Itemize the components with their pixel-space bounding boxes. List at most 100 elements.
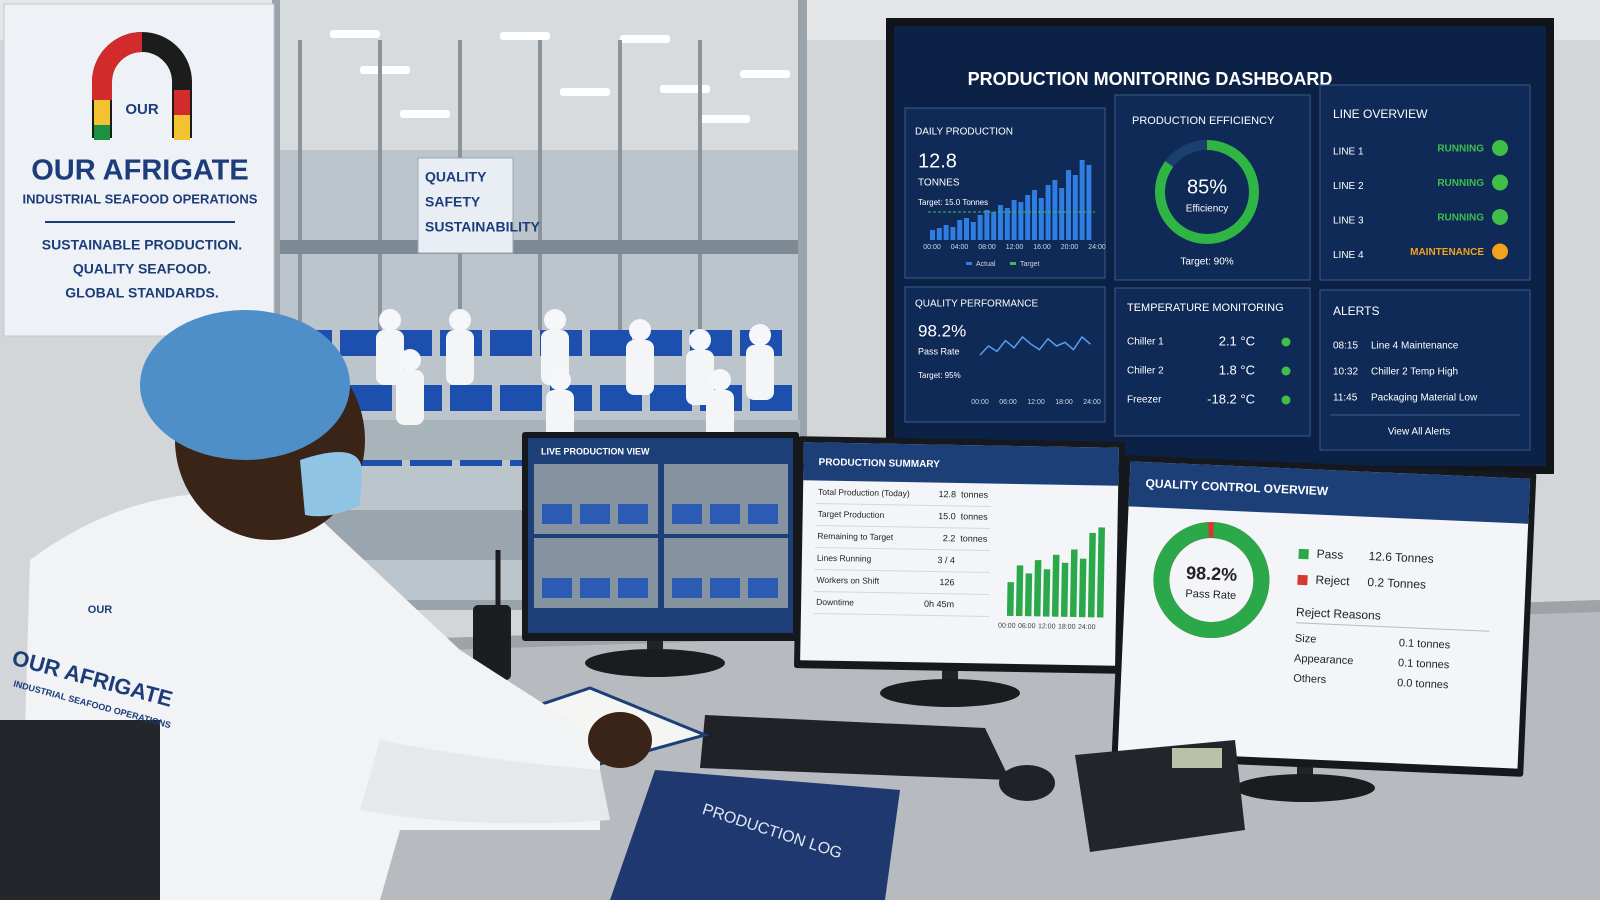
legend-swatch bbox=[1010, 262, 1016, 265]
logo-text: OUR bbox=[125, 101, 159, 118]
row-rule bbox=[814, 590, 990, 596]
bar bbox=[1038, 198, 1044, 240]
logo-green bbox=[94, 125, 110, 140]
temp-value: -18.2 °C bbox=[1207, 391, 1255, 406]
bar bbox=[1072, 175, 1078, 240]
ceiling-light bbox=[330, 30, 380, 38]
worker-head bbox=[709, 369, 731, 391]
summary-label: Workers on Shift bbox=[816, 575, 879, 586]
status-dot bbox=[1492, 174, 1508, 191]
worker-body bbox=[376, 330, 404, 385]
bar bbox=[1015, 565, 1024, 617]
face-mask bbox=[300, 452, 362, 517]
legend-swatch bbox=[966, 262, 972, 265]
x-tick-label: 06:00 bbox=[999, 399, 1017, 406]
summary-value: 0h 45m bbox=[924, 599, 954, 610]
summary-unit: tonnes bbox=[961, 511, 989, 521]
status-dot bbox=[1492, 140, 1508, 156]
row-rule bbox=[814, 568, 990, 574]
temp-name: Freezer bbox=[1127, 395, 1162, 406]
worker-body bbox=[686, 350, 714, 405]
summary-value: 15.0 bbox=[938, 511, 956, 521]
ring-caption: Efficiency bbox=[1186, 204, 1229, 215]
status-dot bbox=[1492, 243, 1508, 260]
feed-crate-row bbox=[542, 578, 572, 598]
bar bbox=[1006, 582, 1015, 616]
row-rule bbox=[815, 524, 991, 530]
bar bbox=[1024, 573, 1033, 617]
monitor-base bbox=[880, 679, 1020, 707]
bar bbox=[1096, 527, 1105, 618]
ceiling-light bbox=[400, 110, 450, 118]
big-value: 12.8 bbox=[918, 150, 957, 172]
sparkline bbox=[979, 335, 1091, 356]
ring-label: 85% bbox=[1187, 176, 1227, 198]
operator-arm bbox=[360, 740, 610, 824]
line-name: LINE 4 bbox=[1333, 250, 1364, 261]
status-dot bbox=[1492, 209, 1508, 225]
crate bbox=[500, 385, 542, 411]
worker-head bbox=[449, 309, 471, 331]
summary-label: Total Production (Today) bbox=[818, 487, 910, 499]
bar bbox=[1032, 190, 1037, 240]
sign-line: SUSTAINABLE PRODUCTION. bbox=[42, 237, 242, 253]
ring-caption: Pass Rate bbox=[1185, 588, 1236, 602]
panel-label: TEMPERATURE MONITORING bbox=[1127, 302, 1284, 314]
sign-line: GLOBAL STANDARDS. bbox=[65, 285, 218, 301]
bar bbox=[1042, 569, 1051, 617]
worker-body bbox=[396, 370, 424, 425]
sign-board bbox=[3, 3, 275, 337]
x-tick-label: 16:00 bbox=[1033, 244, 1051, 251]
status-dot bbox=[1281, 337, 1291, 347]
logo-yellow-right bbox=[174, 115, 190, 140]
row-rule bbox=[815, 502, 991, 508]
reject-title: Reject Reasons bbox=[1296, 605, 1381, 623]
feed-crate-row bbox=[580, 578, 610, 598]
worker-body bbox=[546, 390, 574, 445]
caption: Pass Rate bbox=[918, 346, 960, 356]
bar bbox=[1025, 195, 1031, 240]
worker-head bbox=[749, 324, 771, 346]
reason-name: Size bbox=[1295, 633, 1317, 646]
bar bbox=[1011, 200, 1017, 240]
radio bbox=[473, 605, 511, 680]
reason-value: 0.0 tonnes bbox=[1397, 677, 1449, 691]
ring-value bbox=[1155, 140, 1259, 244]
monitor-base bbox=[1235, 774, 1375, 802]
target: Target: 15.0 Tonnes bbox=[918, 198, 988, 207]
feed-crate-row bbox=[618, 504, 648, 524]
legend-label: Reject bbox=[1315, 573, 1350, 588]
screen-header bbox=[803, 442, 1119, 486]
alert-text: Chiller 2 Temp High bbox=[1371, 367, 1458, 378]
x-tick-label: 00:00 bbox=[998, 623, 1016, 630]
reason-name: Appearance bbox=[1294, 653, 1354, 668]
dashboard-panel bbox=[1114, 287, 1311, 437]
x-tick-label: 24:00 bbox=[1078, 624, 1096, 631]
screen-header bbox=[1128, 461, 1531, 524]
sign-line: QUALITY SEAFOOD. bbox=[73, 261, 211, 277]
screen-title: PRODUCTION SUMMARY bbox=[818, 457, 940, 470]
reason-value: 0.1 tonnes bbox=[1398, 657, 1450, 671]
crate bbox=[590, 330, 632, 356]
temp-name: Chiller 2 bbox=[1127, 366, 1164, 377]
bar bbox=[957, 220, 963, 240]
line-name: LINE 1 bbox=[1333, 147, 1364, 158]
legend-label: Actual bbox=[976, 261, 996, 268]
bar bbox=[1078, 558, 1087, 618]
panel-label: LINE OVERVIEW bbox=[1333, 107, 1428, 121]
bar bbox=[1051, 554, 1060, 617]
x-tick-label: 12:00 bbox=[1006, 244, 1024, 251]
bar bbox=[1086, 165, 1092, 240]
panel-label: QUALITY PERFORMANCE bbox=[915, 299, 1038, 310]
bar bbox=[1066, 170, 1071, 240]
bar bbox=[1060, 562, 1069, 617]
reject-rule bbox=[1295, 622, 1490, 632]
target: Target: 90% bbox=[1180, 257, 1233, 268]
ceiling-light bbox=[740, 70, 790, 78]
jacket-logo-text: OUR bbox=[88, 604, 113, 616]
summary-label: Lines Running bbox=[817, 553, 872, 564]
summary-label: Remaining to Target bbox=[817, 531, 894, 542]
alerts-link[interactable]: View All Alerts bbox=[1388, 427, 1451, 438]
chair bbox=[0, 720, 160, 900]
